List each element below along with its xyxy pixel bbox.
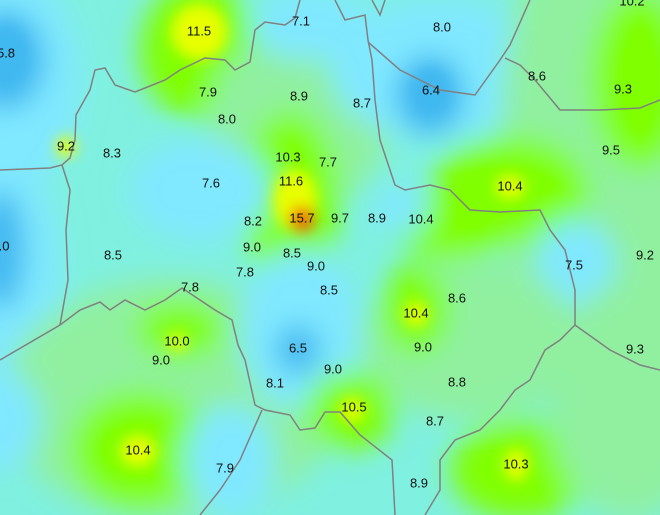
value-label: 10.4 xyxy=(408,211,433,226)
core-low xyxy=(0,26,26,82)
value-label: 6.4 xyxy=(422,82,440,97)
value-label: 7.7 xyxy=(319,154,337,169)
value-label: 9.2 xyxy=(57,138,75,153)
value-label: 10.2 xyxy=(619,0,644,8)
value-label: 8.6 xyxy=(528,68,546,83)
value-label: 9.3 xyxy=(626,341,644,356)
value-label: 8.5 xyxy=(104,247,122,262)
value-label: 10.0 xyxy=(164,333,189,348)
value-label: 8.9 xyxy=(410,475,428,490)
value-label: 9.0 xyxy=(152,352,170,367)
value-label: 5.8 xyxy=(0,45,15,60)
field-cool xyxy=(0,370,40,470)
region-border xyxy=(367,0,531,96)
value-label: 8.1 xyxy=(266,375,284,390)
core-hot xyxy=(340,398,364,422)
value-label: 8.0 xyxy=(433,19,451,34)
core-hot xyxy=(495,175,525,199)
value-label: 8.2 xyxy=(244,213,262,228)
field-warm xyxy=(135,300,225,360)
core-peak xyxy=(289,206,315,232)
value-label: 8.9 xyxy=(290,88,308,103)
value-label: 9.7 xyxy=(331,210,349,225)
value-label: 7.5 xyxy=(565,257,583,272)
field-cool xyxy=(130,140,270,240)
value-label: 10.4 xyxy=(497,178,522,193)
value-label: 9.5 xyxy=(602,142,620,157)
value-label: 8.0 xyxy=(218,111,236,126)
value-label: 10.3 xyxy=(275,149,300,164)
region-border xyxy=(0,0,301,171)
region-border xyxy=(371,0,386,17)
region-border xyxy=(199,409,263,515)
value-label: 11.5 xyxy=(187,23,211,38)
value-label: 9.0 xyxy=(243,239,261,254)
value-label: 15.7 xyxy=(289,210,314,225)
region-border xyxy=(574,324,660,371)
value-label: 8.9 xyxy=(368,210,386,225)
value-label: 7.1 xyxy=(292,13,310,28)
value-labels: 5.8 11.5 7.1 8.0 10.2 6.4 8.6 9.3 7.9 8.9 8.7 8.0 9.… xyxy=(0,0,654,490)
value-label: 6.5 xyxy=(289,340,307,355)
field-warm xyxy=(590,0,660,170)
value-label: 10.3 xyxy=(503,456,528,471)
value-label: 7.6 xyxy=(202,175,220,190)
value-label: 8.5 xyxy=(320,282,338,297)
value-label: 7.9 xyxy=(199,84,217,99)
core-hot xyxy=(167,334,187,350)
value-label: .0 xyxy=(0,238,9,253)
value-label: 9.2 xyxy=(636,247,654,262)
core-hot xyxy=(171,4,227,60)
value-label: 9.0 xyxy=(324,361,342,376)
field-low xyxy=(0,190,25,310)
field-cool xyxy=(535,220,615,310)
field-mild xyxy=(550,280,660,515)
field-cool xyxy=(375,185,425,235)
value-label: 10.4 xyxy=(403,305,428,320)
core-low xyxy=(413,69,449,113)
region-border xyxy=(504,57,660,111)
value-label: 8.6 xyxy=(448,290,466,305)
value-label: 7.8 xyxy=(181,279,199,294)
value-label: 7.8 xyxy=(236,264,254,279)
core-hot xyxy=(120,435,156,467)
value-label: 7.9 xyxy=(216,460,234,475)
value-label: 9.0 xyxy=(414,339,432,354)
value-label: 8.3 xyxy=(103,145,121,160)
value-label: 11.6 xyxy=(279,173,303,188)
value-label: 8.7 xyxy=(353,95,371,110)
value-label: 10.5 xyxy=(341,399,366,414)
value-cores xyxy=(0,4,528,481)
region-border xyxy=(0,164,71,361)
region-border xyxy=(334,0,576,515)
field-low xyxy=(276,325,320,375)
value-label: 8.7 xyxy=(426,413,444,428)
value-label: 10.4 xyxy=(125,442,150,457)
core-hot xyxy=(404,302,428,326)
value-label: 8.5 xyxy=(283,245,301,260)
value-label: 9.3 xyxy=(614,81,632,96)
core-hot xyxy=(504,449,528,481)
value-label: 8.8 xyxy=(448,374,466,389)
value-label: 9.0 xyxy=(307,258,325,273)
region-border xyxy=(59,287,396,515)
